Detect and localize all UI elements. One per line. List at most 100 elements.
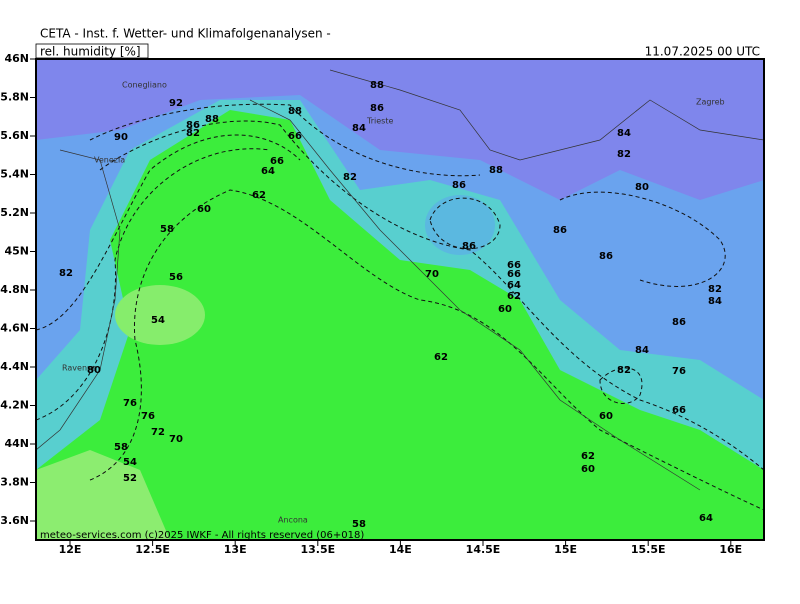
lat-label: 43.6N: [0, 514, 29, 527]
isoline: [89, 103, 481, 177]
contour-label: 82: [59, 268, 73, 279]
contour-label: 60: [498, 304, 512, 315]
contour-label: 60: [581, 464, 595, 475]
variable-box: [35, 43, 149, 59]
contour-label: 64: [699, 513, 713, 524]
isoline: [99, 120, 764, 471]
contour-label: 58: [114, 442, 128, 453]
contour-label: 64: [261, 166, 275, 177]
lon-label: 15E: [554, 543, 577, 556]
lon-label: 13.5E: [300, 543, 335, 556]
contour-label: 80: [635, 182, 649, 193]
labels: 46N 45.8N 45.6N 45.4N 45.2N 45N 44.8N 44.6N 44.4…: [0, 52, 742, 556]
contour-label: 60: [599, 411, 613, 422]
lat-label: 45.6N: [0, 129, 29, 142]
isoline: [559, 191, 726, 287]
isoline: [89, 189, 764, 511]
lat-label: 46N: [4, 52, 29, 65]
lat-label: 44N: [4, 437, 29, 450]
contour-label: 82: [708, 284, 722, 295]
contour-label: 88: [205, 114, 219, 125]
lon-label: 15.5E: [631, 543, 666, 556]
contour-label: 66: [288, 131, 302, 142]
datetime: 11.07.2025 00 UTC: [645, 45, 760, 59]
contour-label: 66: [507, 269, 521, 280]
place-name: Ravenna: [62, 364, 97, 373]
lat-label: 44.6N: [0, 322, 29, 335]
lon-label: 13E: [224, 543, 247, 556]
lat-label: 45.4N: [0, 168, 29, 181]
header-title: CETA - Inst. f. Wetter- und Klimafolgena…: [40, 27, 331, 41]
place-name: Trieste: [366, 117, 393, 126]
contour-label: 62: [507, 291, 521, 302]
variable-label: rel. humidity [%]: [40, 45, 141, 59]
field: [36, 59, 764, 540]
border: [329, 69, 764, 161]
lat-label: 45.8N: [0, 91, 29, 104]
contour-label: 80: [87, 365, 101, 376]
contour-label: 58: [352, 519, 366, 530]
isoline: [36, 134, 301, 331]
lon-label: 14.5E: [466, 543, 501, 556]
contour-label: 82: [343, 172, 357, 183]
footer: meteo-services.com (c)2025 IWKF - All ri…: [40, 530, 364, 541]
contour-label: 88: [489, 165, 503, 176]
contour-label: 70: [425, 269, 439, 280]
place-name: Conegliano: [122, 81, 167, 90]
region-light-green: [36, 450, 170, 540]
lat-label: 44.2N: [0, 399, 29, 412]
contour-label: 88: [370, 80, 384, 91]
place-name: Zagreb: [696, 98, 725, 107]
contour-label: 82: [186, 128, 200, 139]
contour-label: 84: [635, 345, 649, 356]
lat-label: 44.4N: [0, 360, 29, 373]
contour-label: 76: [123, 398, 137, 409]
contour-label: 86: [370, 103, 384, 114]
place-name: Venezia: [94, 156, 125, 165]
lon-label: 12E: [59, 543, 82, 556]
contour-label: 62: [434, 352, 448, 363]
lat-label: 44.8N: [0, 283, 29, 296]
contour-label: 54: [123, 457, 137, 468]
contour-label: 54: [151, 315, 165, 326]
lat-label: 45.2N: [0, 206, 29, 219]
contour-label: 60: [197, 204, 211, 215]
lon-label: 12.5E: [135, 543, 170, 556]
contour-label: 72: [151, 427, 165, 438]
contour-label: 86: [462, 241, 476, 252]
contour-label: 82: [617, 365, 631, 376]
contour-label: 86: [553, 225, 567, 236]
isoline: [599, 367, 643, 404]
contour-label: 82: [617, 149, 631, 160]
contour-label: 62: [252, 190, 266, 201]
contour-label: 86: [599, 251, 613, 262]
isoline: [429, 197, 501, 250]
contour-label: 66: [672, 405, 686, 416]
lon-label: 14E: [389, 543, 412, 556]
contour-label: 64: [507, 280, 521, 291]
contour-label: 76: [141, 411, 155, 422]
lon-label: 16E: [719, 543, 742, 556]
contour-label: 62: [581, 451, 595, 462]
isoline: [36, 148, 271, 421]
contour-label: 84: [708, 296, 722, 307]
contour-label: 86: [452, 180, 466, 191]
place-name: Ancona: [278, 516, 308, 525]
lat-label: 45N: [4, 245, 29, 258]
contour-label: 92: [169, 98, 183, 109]
contour-label: 86: [672, 317, 686, 328]
coastline: [36, 149, 121, 451]
contour-label: 58: [160, 224, 174, 235]
contour-label: 84: [352, 123, 366, 134]
region-light-green: [115, 285, 205, 345]
contour-label: 70: [169, 434, 183, 445]
contour-label: 86: [186, 120, 200, 131]
contour-label: 84: [617, 128, 631, 139]
contour-label: 88: [288, 106, 302, 117]
contour-label: 66: [270, 156, 284, 167]
contour-label: 52: [123, 473, 137, 484]
region-green: [36, 110, 764, 540]
contour-label: 90: [114, 132, 128, 143]
lat-label: 43.8N: [0, 476, 29, 489]
